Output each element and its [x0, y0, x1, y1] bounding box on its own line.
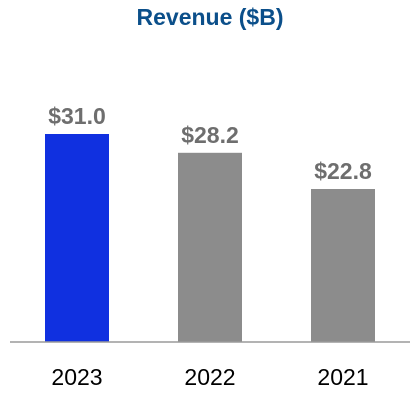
bars-layer: $31.0 2023 $28.2 2022 $22.8 2021	[45, 103, 375, 390]
bar-2021	[311, 189, 375, 342]
bar-2022	[178, 152, 242, 342]
data-label-2021: $22.8	[314, 158, 372, 184]
data-label-2022: $28.2	[181, 122, 239, 148]
x-tick-label-2023: 2023	[51, 364, 102, 390]
data-label-2023: $31.0	[48, 103, 106, 129]
bar-2023	[45, 134, 109, 342]
x-tick-label-2022: 2022	[184, 364, 235, 390]
x-tick-label-2021: 2021	[317, 364, 368, 390]
chart-title: Revenue ($B)	[136, 4, 284, 30]
